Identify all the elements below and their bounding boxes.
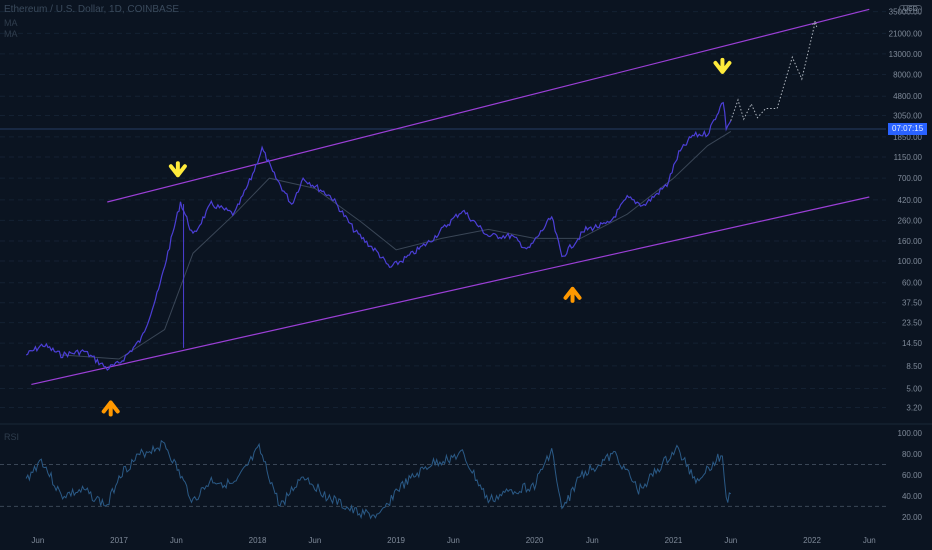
moving-average-line <box>60 130 732 360</box>
yellow-down-arrow-icon <box>168 161 187 178</box>
time-axis-tick-label: 2021 <box>665 536 683 545</box>
symbol-title: Ethereum / U.S. Dollar, 1D, COINBASE <box>4 4 180 15</box>
ma-indicator-label-1: MA <box>4 18 18 28</box>
time-axis-tick-label: Jun <box>724 536 737 545</box>
rsi-line <box>25 439 732 520</box>
time-axis-tick-label: 2022 <box>803 536 821 545</box>
price-axis-tick-label: 8.50 <box>906 362 922 371</box>
time-axis-tick-label: 2019 <box>387 536 405 545</box>
price-axis-tick-label: 700.00 <box>898 174 923 183</box>
projection-arrowhead <box>811 20 818 28</box>
price-axis-tick-label: 21000.00 <box>889 29 923 38</box>
orange-up-arrow-icon <box>563 286 582 303</box>
price-axis-tick-label: 60.00 <box>902 279 923 288</box>
price-axis-tick-label: 13000.00 <box>889 50 923 59</box>
time-axis-tick-label: Jun <box>31 536 44 545</box>
yellow-down-arrow-icon <box>713 57 732 74</box>
last-price-tag: 07:07:15 <box>888 123 928 135</box>
rsi-axis-tick-label: 60.00 <box>902 471 923 480</box>
price-axis-tick-label: 14.50 <box>902 339 923 348</box>
price-axis-tick-label: 23.50 <box>902 319 923 328</box>
price-axis-tick-label: 160.00 <box>898 237 923 246</box>
time-axis-tick-label: Jun <box>308 536 321 545</box>
time-axis-tick-label: 2018 <box>249 536 267 545</box>
price-series-line <box>25 101 732 371</box>
price-axis-tick-label: 8000.00 <box>893 70 922 79</box>
price-axis-tick-label: 4800.00 <box>893 92 922 101</box>
rsi-indicator-label: RSI <box>4 432 20 442</box>
price-axis-tick-label: 5.00 <box>906 384 922 393</box>
rsi-axis-tick-label: 80.00 <box>902 450 923 459</box>
orange-up-arrow-icon <box>101 400 120 417</box>
price-axis-tick-label: 3050.00 <box>893 112 922 121</box>
currency-tag[interactable]: USD <box>899 5 922 14</box>
price-axis-tick-label: 1850.00 <box>893 133 922 142</box>
time-axis-tick-label: Jun <box>447 536 460 545</box>
price-axis-tick-label: 260.00 <box>898 216 923 225</box>
time-axis-tick-label: 2020 <box>526 536 544 545</box>
time-axis-tick-label: 2017 <box>110 536 128 545</box>
ma-indicator-label-2: MA <box>4 29 18 39</box>
projection-path <box>730 21 816 121</box>
rsi-axis-tick-label: 40.00 <box>902 492 923 501</box>
rsi-axis-tick-label: 20.00 <box>902 513 923 522</box>
price-axis-tick-label: 37.50 <box>902 299 923 308</box>
price-axis-tick-label: 100.00 <box>898 257 923 266</box>
time-axis-tick-label: Jun <box>863 536 876 545</box>
price-axis-tick-label: 1150.00 <box>894 153 923 162</box>
time-axis-tick-label: Jun <box>586 536 599 545</box>
rsi-axis-tick-label: 100.00 <box>898 429 923 438</box>
time-axis-tick-label: Jun <box>170 536 183 545</box>
price-axis-tick-label: 3.20 <box>906 403 922 412</box>
channel-lower-line <box>31 196 870 386</box>
price-axis-tick-label: 420.00 <box>898 196 923 205</box>
channel-upper-line <box>107 8 870 203</box>
price-axis-tick-label: 35000.00 <box>889 8 923 17</box>
